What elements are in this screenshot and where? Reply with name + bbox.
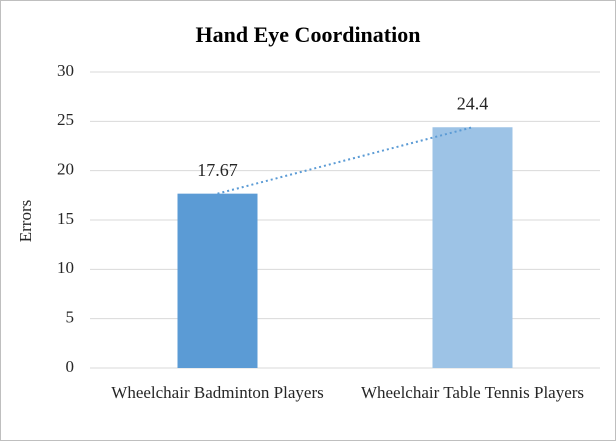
y-tick-label: 5 bbox=[66, 308, 75, 327]
bar bbox=[177, 193, 258, 368]
data-label: 24.4 bbox=[457, 93, 489, 113]
x-tick-label: Wheelchair Badminton Players bbox=[111, 383, 324, 402]
y-tick-label: 20 bbox=[57, 160, 74, 179]
x-tick-label: Wheelchair Table Tennis Players bbox=[360, 383, 585, 402]
y-tick-label: 0 bbox=[66, 357, 75, 376]
y-tick-label: 10 bbox=[57, 258, 74, 277]
y-axis-label: Errors bbox=[16, 200, 35, 242]
trendline bbox=[217, 126, 473, 195]
data-label: 17.67 bbox=[197, 160, 238, 180]
chart-title: Hand Eye Coordination bbox=[196, 22, 421, 47]
y-tick-label: 25 bbox=[57, 110, 74, 129]
y-tick-label: 30 bbox=[57, 61, 74, 80]
y-tick-label: 15 bbox=[57, 209, 74, 228]
bar bbox=[432, 127, 513, 369]
